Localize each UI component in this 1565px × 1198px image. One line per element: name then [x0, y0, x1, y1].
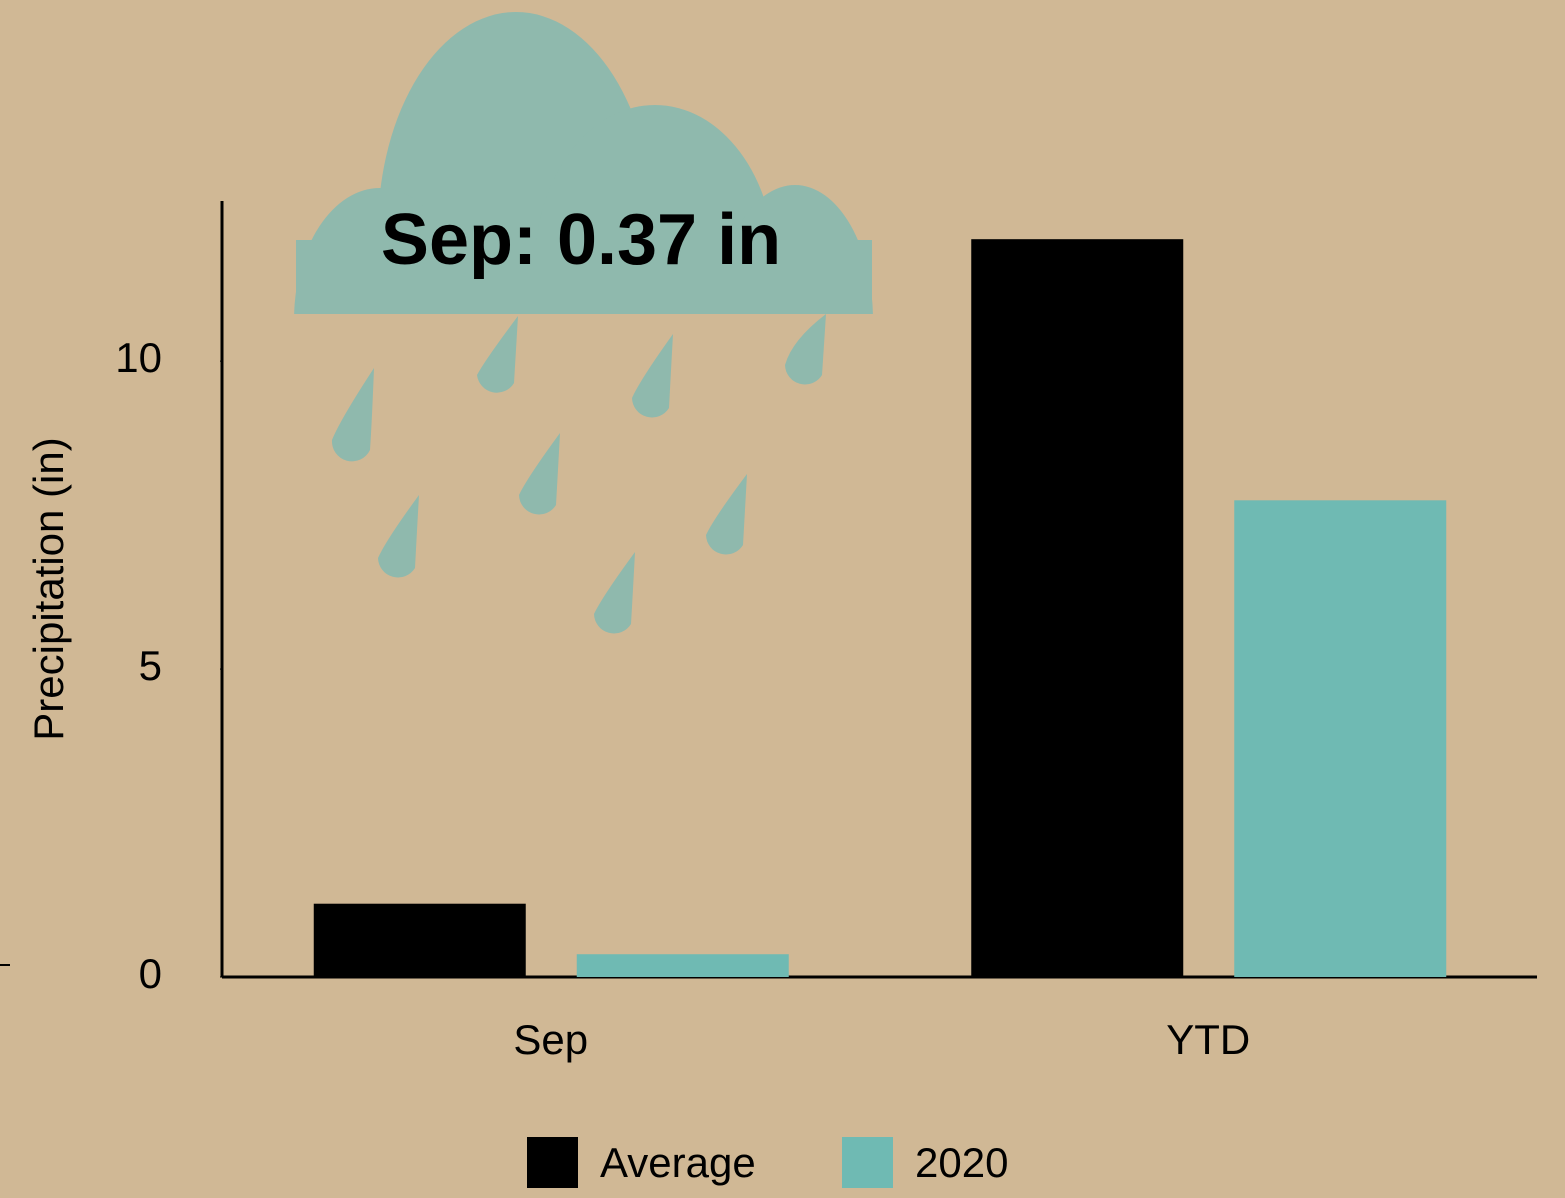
legend-label: 2020 — [915, 1139, 1008, 1186]
plot-area: 0 5 10 Sep YTD Average 2020 — [115, 201, 1537, 1188]
bar — [1234, 500, 1447, 977]
annotation: Sep: 0.37 in — [381, 200, 781, 280]
legend-swatch — [842, 1137, 893, 1188]
legend-swatch — [527, 1137, 578, 1188]
bar — [576, 954, 789, 977]
y-tick-label: 10 — [115, 334, 162, 381]
cloud: Sep: 0.37 in — [294, 12, 873, 634]
y-tick-label: 0 — [139, 950, 162, 997]
y-tick-label: 5 — [139, 642, 162, 689]
x-tick-label: Sep — [513, 1016, 588, 1063]
bar — [313, 903, 526, 977]
x-tick-label: YTD — [1166, 1016, 1250, 1063]
bar — [971, 239, 1184, 977]
y-axis-label: Precipitation (in) — [25, 437, 72, 740]
legend-label: Average — [600, 1139, 756, 1186]
